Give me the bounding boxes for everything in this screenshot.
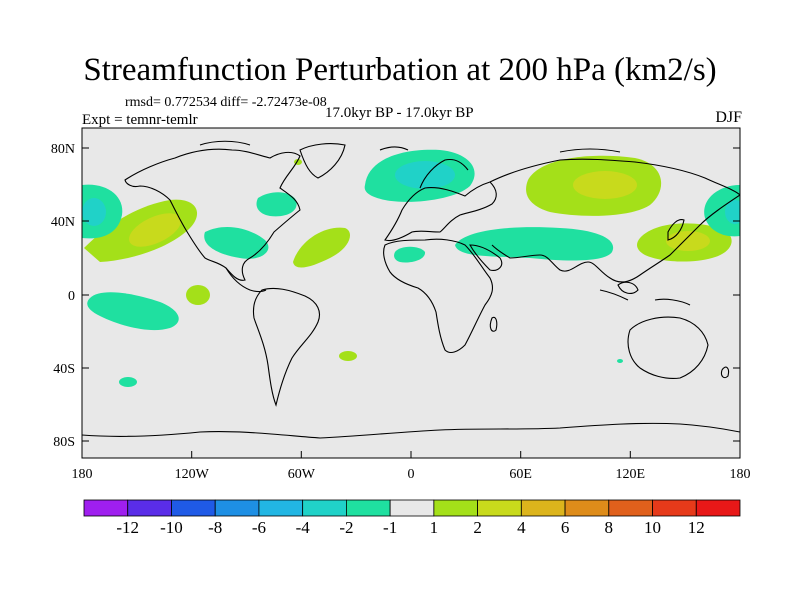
colorbar-swatch [477,499,522,517]
colorbar-swatch [258,499,304,517]
lon-label: 60E [509,467,532,482]
coastlines [82,140,740,439]
lon-label: 180 [72,467,93,482]
coastline-south-america [252,287,321,407]
experiment-label: Expt = temnr-temlr [82,112,198,128]
colorbar-label: -6 [252,518,266,537]
anomaly-field-negative-australia [617,359,623,363]
lon-label: 120E [616,467,646,482]
coastline-europe [384,181,497,242]
colorbar-label: 4 [517,518,526,537]
coastline-central-america [225,267,267,293]
rmsd-text: rmsd= 0.772534 diff= -2.72473e-08 [125,95,327,110]
lat-label: 0 [68,289,75,304]
coastline-africa [383,238,494,354]
lon-ticks [81,451,741,458]
coastline-arabia [469,244,503,271]
coastline-madagascar [489,316,498,332]
colorbar-swatch [83,499,129,517]
coastline-japan [667,219,685,241]
anomaly-core-europe [395,161,455,189]
anomaly-core-dateline [725,200,740,224]
anomaly-field-negative-labrador [256,192,297,217]
colorbar-swatch [171,499,216,517]
colorbar-swatch [127,499,172,517]
anomaly-core-wpacific [666,231,710,251]
anomaly-field-positive-atlantic [293,227,350,268]
coastline-scandinavia [419,158,469,189]
lat-ticks [82,147,740,442]
colorbar-swatch [433,499,479,517]
anomaly-field-positive-equatorial [186,285,210,305]
colorbar-label: 12 [688,518,705,537]
colorbar-label: 10 [644,518,661,537]
colorbar-label: -4 [296,518,311,537]
lat-label: 40N [51,215,75,230]
anomaly-core-asia [573,171,637,199]
colorbar-swatch [345,499,391,517]
lat-label: 80N [51,142,75,157]
anomaly-field-negative-namerica [204,226,269,259]
coastline-greenland [299,143,346,179]
lat-label: 80S [53,435,75,450]
colorbar-label: -12 [116,518,139,537]
coastline-asia [489,158,740,283]
colorbar-swatch [214,499,260,517]
lon-label: 60W [288,467,316,482]
anomaly-fields [82,149,740,387]
lon-label: 180 [730,467,751,482]
colorbar-label: 1 [430,518,439,537]
colorbar-swatch [564,499,610,517]
coastline-new-guinea [654,298,691,306]
coastline-arctic-islands [199,140,621,153]
anomaly-field-negative-westafrica [394,246,426,263]
lat-labels: 80N 40N 0 40S 80S [51,142,75,450]
colorbar-label: 8 [605,518,614,537]
colorbar-label: -8 [208,518,222,537]
coastline-borneo [617,281,639,294]
colorbar-label: 2 [473,518,482,537]
colorbar-label: -2 [339,518,353,537]
time-period-label: 17.0kyr BP - 17.0kyr BP [325,105,474,121]
coastline-new-zealand [720,366,730,379]
colorbar-swatch [520,499,566,517]
colorbar-swatch [389,499,435,517]
anomaly-field-positive-satlantic [339,351,357,361]
lon-label: 120W [175,467,210,482]
coastline-australia [627,316,709,379]
anomaly-field-negative-spacific [119,377,137,387]
map-title: Streamfunction Perturbation at 200 hPa (… [83,52,717,88]
colorbar-label: -1 [383,518,397,537]
colorbar-swatch [302,499,347,517]
lat-label: 40S [53,362,75,377]
season-label: DJF [715,109,742,126]
colorbar-swatch [608,499,653,517]
anomaly-core-npac [129,213,181,247]
lon-labels: 180 120W 60W 0 60E 120E 180 [72,467,751,482]
anomaly-field-negative-dateline [704,185,740,237]
anomaly-field-negative-mideast [455,227,614,261]
colorbar-swatch [652,499,697,517]
coastline-sumatra [599,289,629,301]
colorbar: -12 -10 -8 -6 -4 -2 -1 1 2 4 6 8 10 12 [83,499,741,537]
anomaly-field-negative-tropical-pacific [87,292,179,331]
coastline-antarctica [82,422,740,439]
colorbar-swatch [695,499,741,517]
lon-label: 0 [408,467,415,482]
anomaly-core-pacific-west [82,198,106,226]
colorbar-label: -10 [160,518,183,537]
coastline-north-america [124,148,301,281]
colorbar-label: 6 [561,518,570,537]
